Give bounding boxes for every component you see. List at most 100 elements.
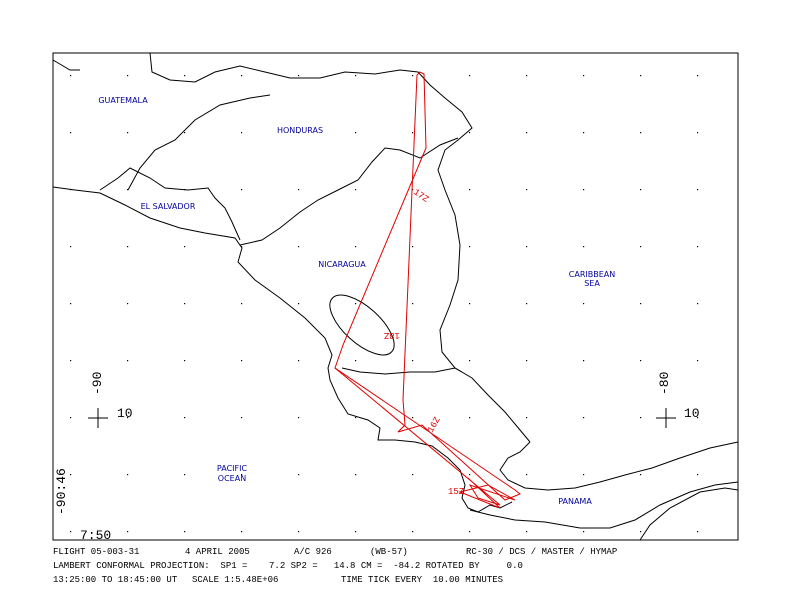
grid-dot — [640, 189, 642, 191]
grid-dot — [583, 531, 585, 533]
grid-dot — [355, 189, 357, 191]
footer-text: 4 APRIL 2005 — [185, 547, 250, 557]
grid-dot — [298, 132, 300, 134]
grid-dot — [127, 417, 129, 419]
grid-dot — [127, 360, 129, 362]
grid-dot — [355, 360, 357, 362]
grid-dot — [241, 531, 243, 533]
footer-text: 13:25:00 TO 18:45:00 UT — [53, 575, 178, 585]
grid-dot — [298, 246, 300, 248]
grid-dot — [70, 360, 72, 362]
grid-dot — [184, 132, 186, 134]
grid-dot — [640, 132, 642, 134]
grid-dot — [298, 474, 300, 476]
grid-dot — [526, 360, 528, 362]
grid-dot — [469, 189, 471, 191]
grid-dot — [241, 303, 243, 305]
grid-dot — [640, 246, 642, 248]
grid-dot — [412, 474, 414, 476]
grid-dot — [412, 303, 414, 305]
grid-dot — [640, 474, 642, 476]
grid-dot — [640, 303, 642, 305]
grid-dot — [526, 75, 528, 77]
grid-dot — [469, 417, 471, 419]
grid-dot — [298, 531, 300, 533]
grid-dot — [697, 474, 699, 476]
grid-dot — [127, 75, 129, 77]
grid-dot — [298, 417, 300, 419]
grid-dot — [412, 417, 414, 419]
grid-dot — [127, 189, 129, 191]
grid-dot — [241, 417, 243, 419]
grid-dot — [469, 474, 471, 476]
grid-dot — [469, 531, 471, 533]
grid-dot — [355, 303, 357, 305]
grid-dot — [355, 132, 357, 134]
time-label: 18Z — [383, 330, 400, 340]
grid-dot — [127, 132, 129, 134]
latitude-label: 10 — [117, 406, 133, 421]
grid-dot — [412, 360, 414, 362]
grid-dots — [70, 75, 699, 533]
grid-dot — [526, 417, 528, 419]
footer-text: TIME TICK EVERY 10.00 MINUTES — [341, 575, 503, 585]
footer-text: (WB-57) — [370, 547, 408, 557]
grid-dot — [298, 75, 300, 77]
footer-text: LAMBERT CONFORMAL PROJECTION: SP1 = 7.2 … — [53, 561, 523, 571]
grid-dot — [469, 360, 471, 362]
grid-dot — [469, 75, 471, 77]
grid-dot — [583, 303, 585, 305]
grid-dot — [412, 189, 414, 191]
grid-dot — [697, 132, 699, 134]
grid-dot — [583, 246, 585, 248]
grid-dot — [355, 531, 357, 533]
grid-dot — [526, 132, 528, 134]
grid-dot — [184, 75, 186, 77]
grid-dot — [697, 246, 699, 248]
grid-dot — [127, 531, 129, 533]
footer-text: SCALE 1:5.48E+06 — [192, 575, 278, 585]
place-label: SEA — [584, 279, 600, 288]
grid-dot — [70, 246, 72, 248]
grid-dot — [70, 303, 72, 305]
grid-dot — [526, 474, 528, 476]
grid-dot — [184, 246, 186, 248]
grid-dot — [412, 246, 414, 248]
grid-dot — [526, 531, 528, 533]
grid-dot — [697, 417, 699, 419]
graticule-cross — [88, 408, 676, 428]
grid-dot — [127, 474, 129, 476]
grid-dot — [583, 75, 585, 77]
grid-dot — [298, 303, 300, 305]
grid-dot — [640, 417, 642, 419]
grid-dot — [412, 531, 414, 533]
grid-dot — [70, 474, 72, 476]
place-label: HONDURAS — [277, 126, 323, 135]
grid-dot — [583, 132, 585, 134]
grid-dot — [697, 531, 699, 533]
grid-dot — [184, 531, 186, 533]
grid-dot — [184, 474, 186, 476]
grid-dot — [241, 360, 243, 362]
grid-dot — [469, 303, 471, 305]
grid-dot — [697, 75, 699, 77]
grid-dot — [184, 360, 186, 362]
grid-dot — [697, 189, 699, 191]
footer-text: FLIGHT 05-003-31 — [53, 547, 139, 557]
grid-dot — [355, 75, 357, 77]
grid-dot — [583, 417, 585, 419]
grid-dot — [355, 417, 357, 419]
grid-dot — [469, 132, 471, 134]
grid-dot — [697, 360, 699, 362]
place-label: NICARAGUA — [318, 260, 366, 269]
grid-dot — [526, 303, 528, 305]
grid-dot — [241, 189, 243, 191]
grid-dot — [583, 360, 585, 362]
corner-longitude: -90:46 — [54, 468, 69, 515]
grid-dot — [127, 246, 129, 248]
grid-dot — [241, 132, 243, 134]
grid-dot — [412, 75, 414, 77]
grid-dot — [583, 189, 585, 191]
grid-dot — [70, 531, 72, 533]
